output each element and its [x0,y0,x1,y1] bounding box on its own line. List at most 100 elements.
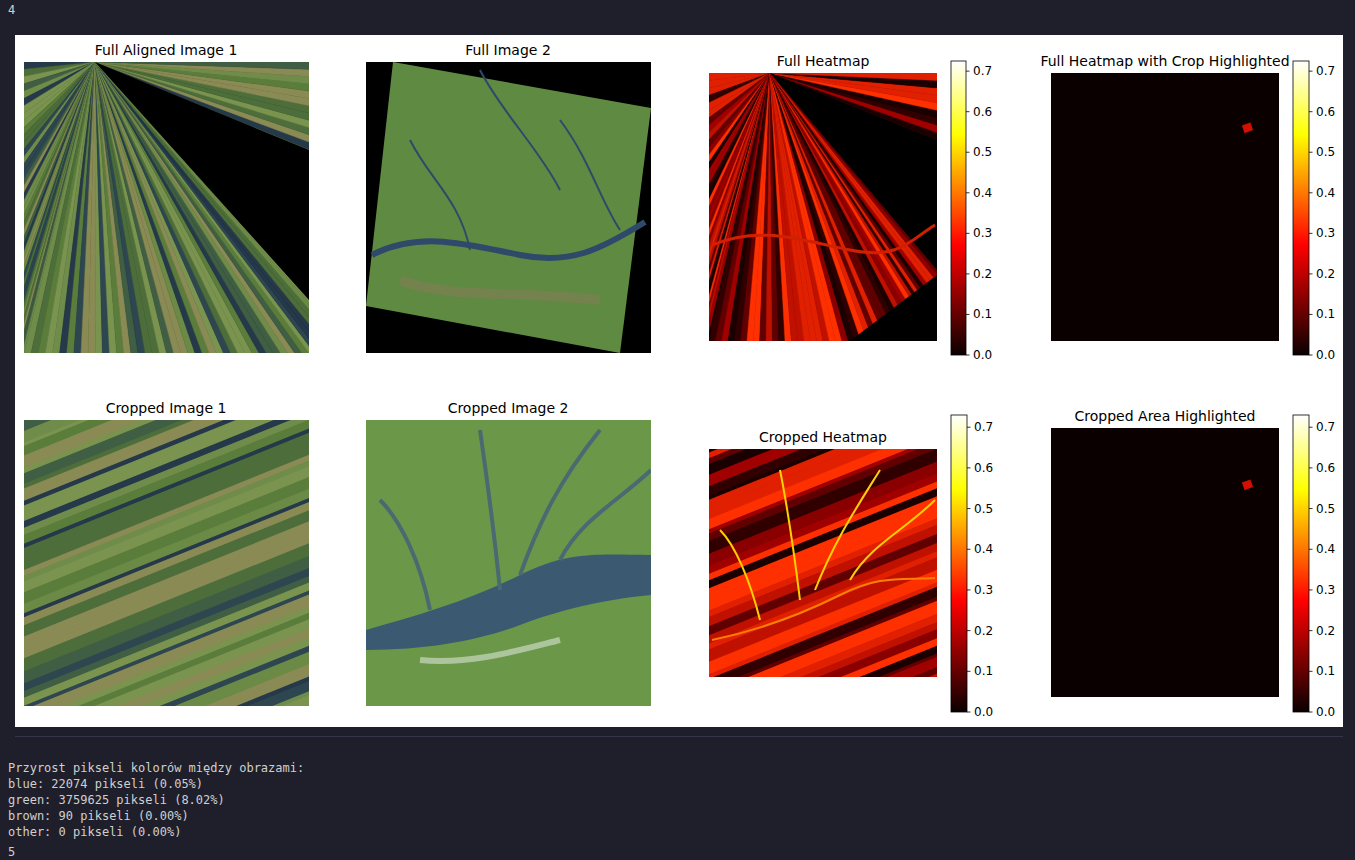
colorbar-tick [1309,549,1313,550]
image-background [1051,73,1279,341]
colorbar-tick-label: 0.4 [1316,542,1335,556]
colorbar-tick [1309,589,1313,590]
panel: Full Image 2 [366,42,651,353]
colorbar-tick-label: 0.6 [1316,105,1335,119]
panel: Full Aligned Image 1 [24,42,309,353]
image-texture [709,670,937,677]
image-texture [95,62,309,338]
colorbar-tick [966,273,970,274]
colorbar-tick-label: 0.0 [974,705,993,719]
colorbar-tick-label: 0.3 [1316,226,1335,240]
panel: Full Heatmap with Crop Highlighted0.00.1… [1040,53,1335,362]
image-texture [81,62,95,353]
colorbar-tick-label: 0.0 [1316,348,1335,362]
colorbar-tick-label: 0.5 [974,502,993,516]
console-heading: Przyrost pikseli kolorów między obrazami… [8,761,304,775]
image-texture [850,275,937,341]
screen: 4 Full Aligned Image 1 Full Image 2 Full He… [0,0,1355,860]
image-texture [24,681,309,706]
image-texture [24,638,309,706]
image-texture [24,625,309,706]
colorbar-tick [1309,71,1313,72]
colorbar-tick [967,630,971,631]
image-texture [770,73,937,304]
cell-label: 4 [8,3,15,17]
image-texture [712,225,935,253]
image-texture [366,555,651,650]
colorbar-tick-label: 0.2 [974,624,993,638]
image-texture [709,676,937,677]
image-texture [709,658,937,677]
image [24,62,309,353]
colorbar-tick [966,314,970,315]
image-texture [95,62,309,309]
heatmap-image [1051,428,1279,697]
colorbar-tick [966,71,970,72]
colorbar [951,415,967,712]
image-texture [24,659,309,706]
image-texture [709,600,937,677]
colorbar-tick [1309,273,1313,274]
panel: Cropped Area Highlighted0.00.10.20.30.40… [1051,408,1335,719]
image-texture [770,73,937,319]
image-texture [709,449,937,677]
colorbar-tick [1309,508,1313,509]
colorbar [951,61,966,355]
colorbar-tick [966,152,970,153]
colorbar-tick [967,671,971,672]
console-line: brown: 90 pikseli (0.00%) [8,809,189,823]
image-texture [1242,480,1253,491]
panel-title: Cropped Image 1 [106,400,227,416]
image-background [1051,428,1279,697]
image-background [366,420,651,706]
panel-title: Cropped Image 2 [448,400,569,416]
panel-title: Full Aligned Image 1 [95,42,238,58]
image-texture [53,62,96,353]
colorbar-tick-label: 0.5 [1316,502,1335,516]
image-texture [95,62,309,353]
image-texture [95,62,309,324]
colorbar-tick-label: 0.2 [1316,267,1335,281]
colorbar-tick [966,355,970,356]
colorbar-tick [1309,712,1313,713]
image-texture [709,616,937,677]
colorbar-tick-label: 0.3 [974,583,993,597]
image-texture [95,62,309,331]
image-texture [770,73,937,296]
colorbar-tick-label: 0.4 [973,186,992,200]
image-texture [372,222,645,258]
colorbar-tick [967,589,971,590]
colorbar-tick [967,549,971,550]
colorbar-tick-label: 0.2 [1316,624,1335,638]
image-texture [709,632,937,677]
image-texture [770,73,937,289]
colorbar-tick-label: 0.5 [1316,145,1335,159]
colorbar [1293,415,1309,712]
colorbar-tick [1309,152,1313,153]
image-texture [24,602,309,706]
image-texture [420,640,560,661]
image-texture [709,626,937,677]
image-texture [720,470,935,620]
colorbar-tick-label: 0.3 [973,226,992,240]
image-texture [709,73,770,341]
image-texture [715,73,770,341]
image-texture [95,62,309,77]
image-texture [709,611,937,677]
image-texture [24,62,95,353]
colorbar-tick-label: 0.7 [974,420,993,434]
image-texture [24,587,309,706]
image-texture [770,73,937,80]
colorbar-tick-label: 0.7 [973,64,992,78]
console-line: green: 3759625 pikseli (8.02%) [8,793,225,807]
image-texture [60,62,95,353]
image-texture [45,62,95,353]
colorbar-tick [967,467,971,468]
colorbar-tick-label: 0.2 [973,267,992,281]
image-texture [24,614,309,706]
image-texture [709,568,937,677]
image-texture [709,666,937,677]
image-texture [95,62,309,317]
image-texture [74,62,95,353]
image-texture [400,280,600,300]
